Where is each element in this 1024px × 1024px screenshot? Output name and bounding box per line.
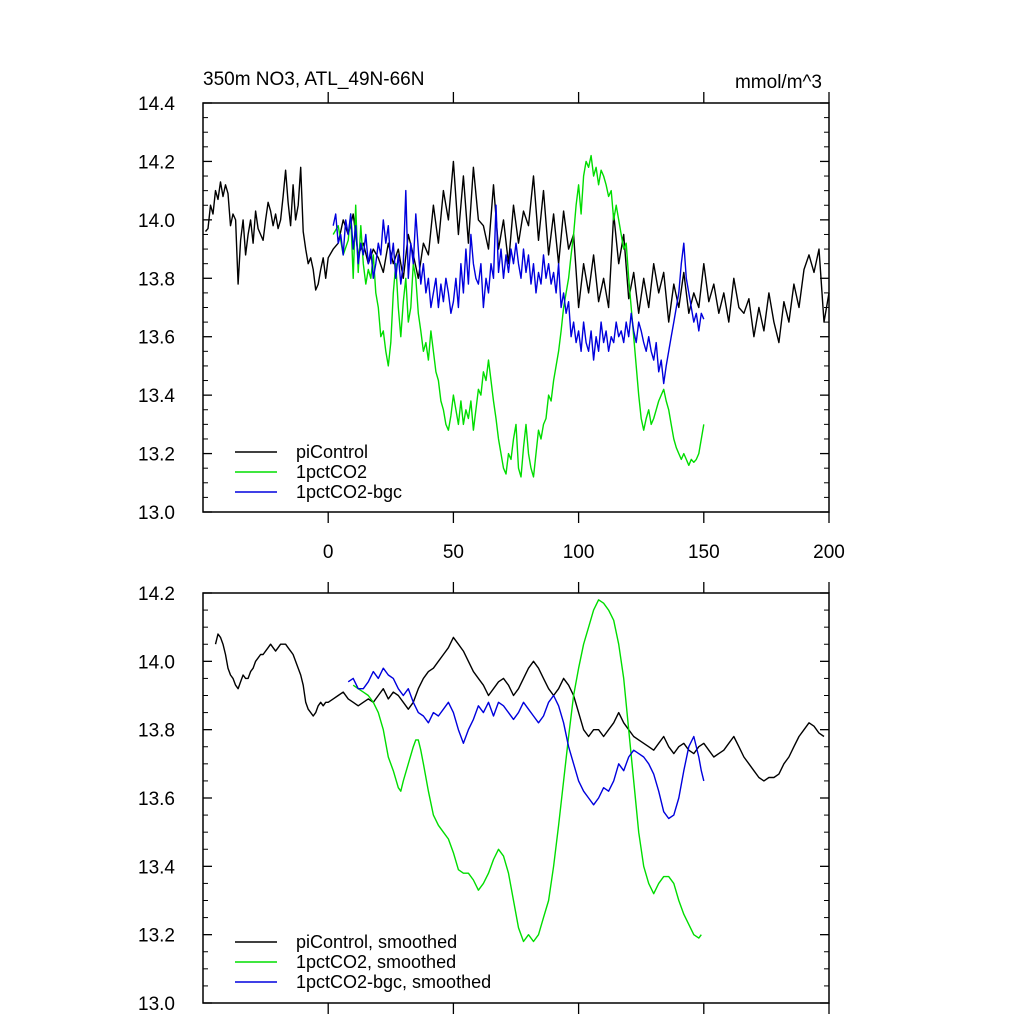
top-xtick-label: 150: [688, 542, 720, 563]
top-xtick-label: 50: [443, 542, 464, 563]
bottom-ytick-label: 14.2: [138, 584, 175, 605]
top-xtick-label: 200: [813, 542, 845, 563]
top-xtick-label: 0: [323, 542, 334, 563]
bottom-ytick-label: 13.0: [138, 994, 175, 1015]
top-series-line-1: [332, 154, 705, 478]
top-series-line-2: [332, 189, 705, 385]
top-ytick-label: 14.4: [138, 94, 175, 115]
bottom-ytick-label: 13.4: [138, 857, 175, 878]
bottom-series-line-0: [214, 633, 825, 782]
top-legend-label-0: piControl: [296, 442, 368, 462]
top-xtick-label: 100: [563, 542, 595, 563]
top-ytick-label: 13.4: [138, 386, 175, 407]
bottom-legend-label-2: 1pctCO2-bgc, smoothed: [296, 972, 491, 992]
top-ytick-label: 14.0: [138, 211, 175, 232]
top-ytick-label: 13.2: [138, 445, 175, 466]
top-ytick-label: 13.0: [138, 503, 175, 524]
bottom-ytick-label: 13.6: [138, 789, 175, 810]
top-axes: 13.0 13.2 13.4 13.6 13.8 14.0 14.2 14.4 0 50 100 15…: [138, 92, 845, 563]
top-legend-label-1: 1pctCO2: [296, 462, 367, 482]
bottom-ytick-label: 13.8: [138, 721, 175, 742]
top-series-line-0: [204, 160, 830, 344]
bottom-series-line-1: [352, 599, 702, 943]
bottom-axes: 13.0 13.2 13.4 13.6 13.8 14.0 14.2: [138, 582, 830, 1015]
bottom-legend-label-1: 1pctCO2, smoothed: [296, 952, 456, 972]
panel-bottom: 13.0 13.2 13.4 13.6 13.8 14.0 14.2 piControl, …: [138, 582, 830, 1015]
bottom-ytick-label: 13.2: [138, 926, 175, 947]
top-ytick-label: 14.2: [138, 152, 175, 173]
top-legend-label-2: 1pctCO2-bgc: [296, 482, 402, 502]
top-ytick-label: 13.6: [138, 328, 175, 349]
top-title: 350m NO3, ATL_49N-66N: [203, 69, 424, 90]
top-series: [204, 154, 830, 478]
top-ytick-label: 13.8: [138, 269, 175, 290]
bottom-legend-label-0: piControl, smoothed: [296, 932, 457, 952]
top-units: mmol/m^3: [735, 72, 822, 93]
panel-top: 350m NO3, ATL_49N-66N mmol/m^3 13.013.21…: [138, 69, 845, 563]
bottom-ytick-label: 14.0: [138, 652, 175, 673]
bottom-series-line-2: [347, 667, 705, 820]
bottom-series: [214, 599, 825, 943]
